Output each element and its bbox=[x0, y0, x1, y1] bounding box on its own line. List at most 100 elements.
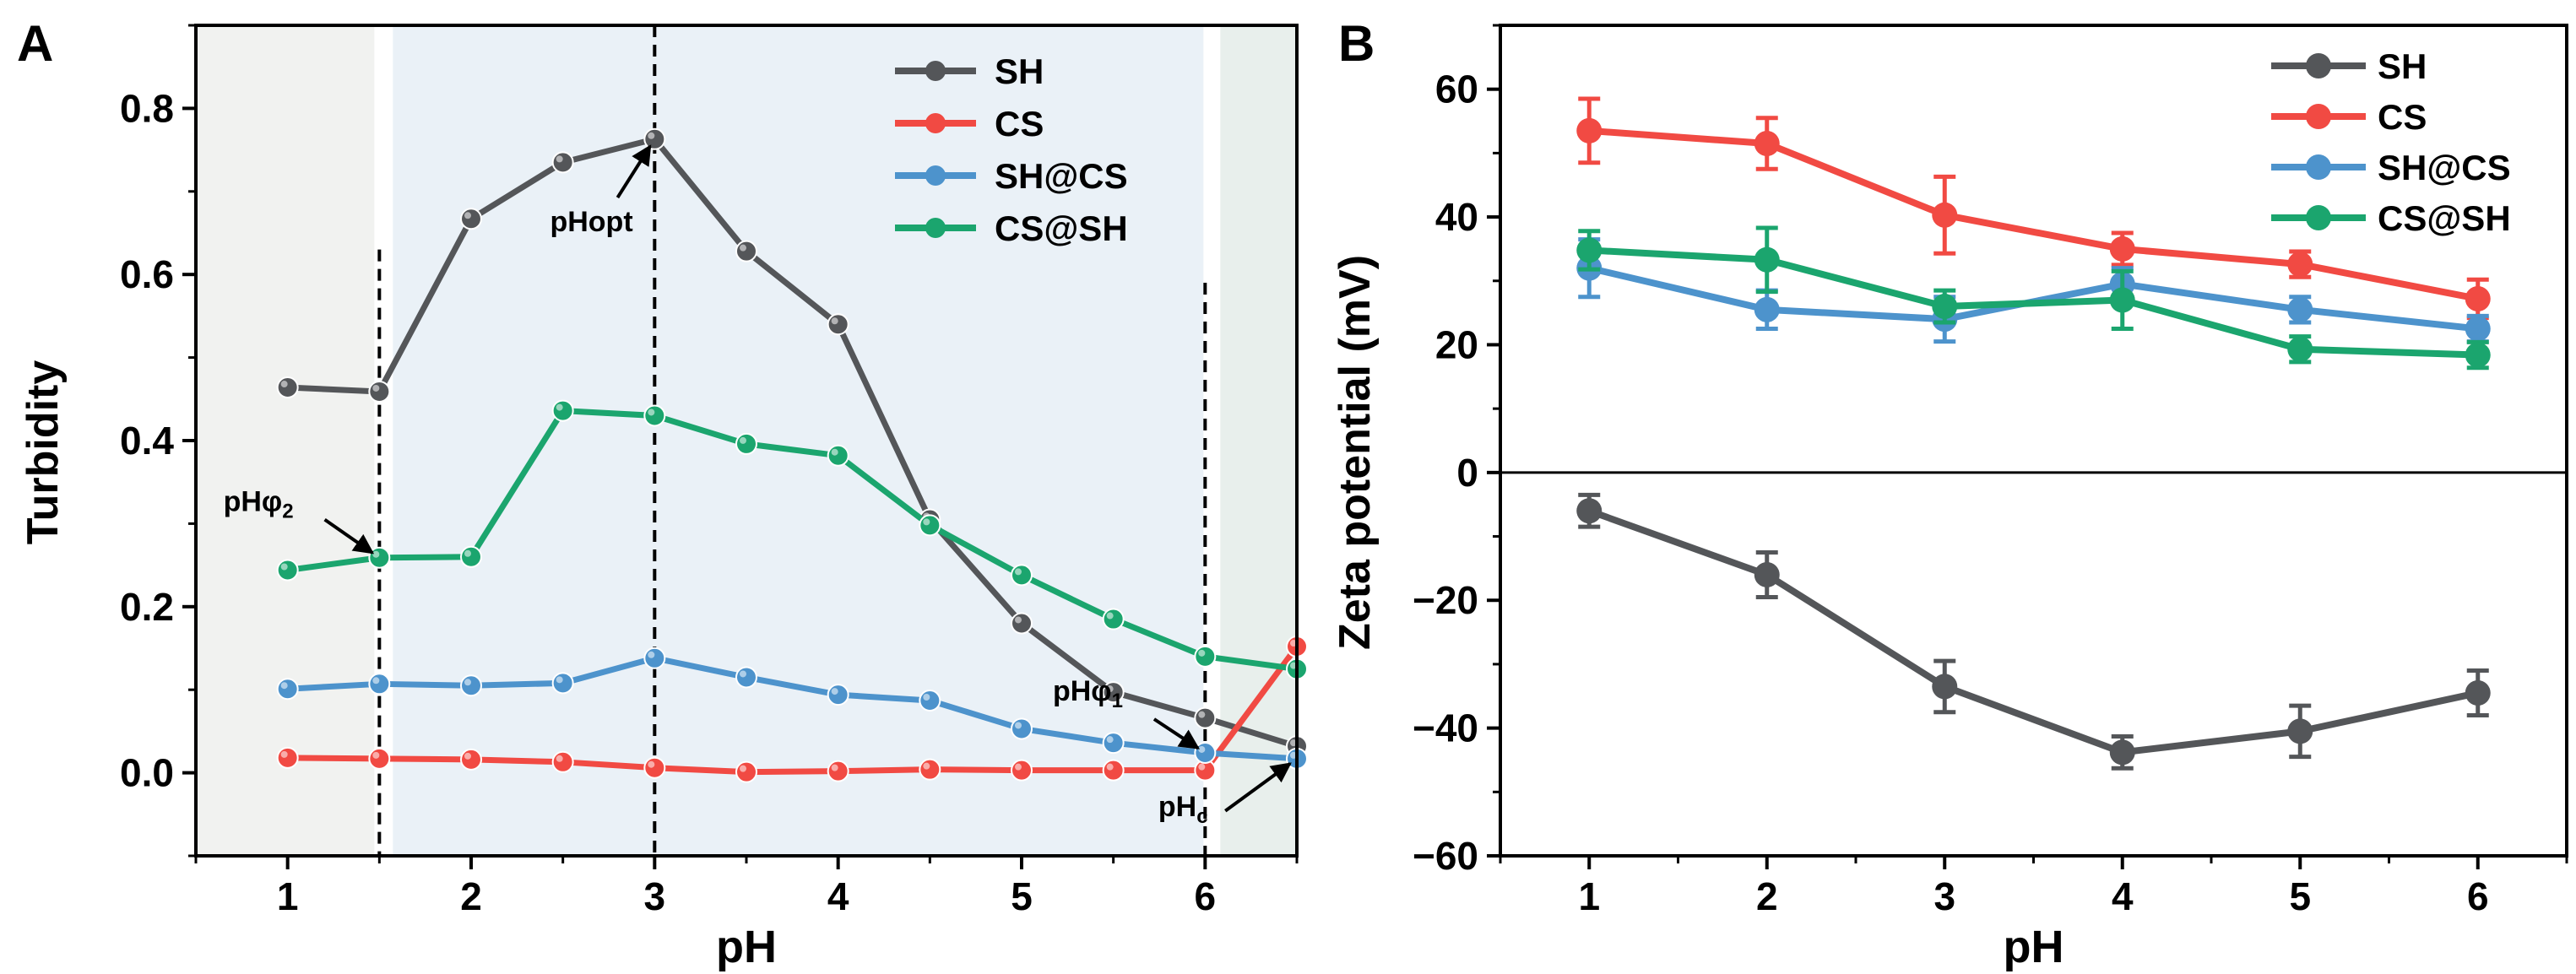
data-point-highlight bbox=[372, 384, 380, 392]
data-point-sh bbox=[2109, 739, 2135, 766]
data-point-sh-at-cs bbox=[735, 666, 757, 689]
data-point-highlight bbox=[1015, 568, 1022, 576]
y-axis-label: Turbidity bbox=[19, 360, 68, 545]
data-point-cs bbox=[1102, 759, 1125, 782]
series-line-cs-at-sh bbox=[1589, 246, 2478, 359]
data-point-highlight bbox=[740, 436, 746, 444]
data-point-sh bbox=[735, 240, 757, 262]
shaded-region-3 bbox=[1205, 25, 1297, 856]
data-point-highlight bbox=[1198, 711, 1206, 718]
legend: SH CS SH@CS CS@SH bbox=[895, 51, 1128, 248]
x-axis: 1 2 3 4 5 6 pH bbox=[1499, 856, 2568, 972]
data-point-sh bbox=[551, 151, 574, 174]
data-point-sh bbox=[1932, 674, 1958, 700]
data-point-highlight bbox=[1198, 745, 1206, 753]
data-point-cs bbox=[368, 747, 391, 770]
data-point-sh bbox=[643, 127, 666, 150]
data-point-highlight bbox=[831, 764, 838, 771]
series-sh-at-cs bbox=[276, 647, 1308, 770]
data-point-highlight bbox=[556, 155, 563, 163]
legend-label-sh: SH bbox=[2378, 46, 2427, 86]
data-point-sh bbox=[1576, 498, 1603, 524]
series-cs-at-sh bbox=[276, 399, 1308, 680]
data-point-highlight bbox=[556, 676, 563, 684]
data-point-highlight bbox=[923, 762, 930, 770]
y-tick-label: 0.6 bbox=[120, 252, 174, 296]
data-point-highlight bbox=[280, 750, 288, 758]
legend-label-cs: CS bbox=[995, 104, 1044, 143]
data-point-cs bbox=[919, 758, 941, 781]
panel-label: A bbox=[17, 15, 53, 72]
legend-marker-sh-at-cs bbox=[925, 165, 946, 186]
data-point-highlight bbox=[831, 317, 838, 325]
panel-b-zeta-potential-chart: 1 2 3 4 5 6 pH −60 −40 −20 0 20 40 60 Zeta potential (… bbox=[1331, 15, 2568, 972]
data-point-highlight bbox=[648, 409, 655, 416]
legend-label-cs-at-sh: CS@SH bbox=[2378, 198, 2511, 238]
x-axis-label: pH bbox=[2004, 922, 2064, 972]
data-point-sh-at-cs bbox=[276, 678, 299, 701]
data-point-cs-at-sh bbox=[1576, 237, 1603, 263]
x-tick-label: 1 bbox=[1578, 874, 1600, 918]
data-point-sh-at-cs bbox=[2287, 296, 2313, 322]
data-point-cs-at-sh bbox=[735, 432, 757, 455]
shaded-region-2 bbox=[379, 25, 1206, 856]
legend-label-sh-at-cs: SH@CS bbox=[995, 156, 1128, 196]
x-tick-label: 1 bbox=[277, 874, 299, 918]
data-point-highlight bbox=[464, 679, 471, 686]
data-point-highlight bbox=[1106, 736, 1114, 744]
y-tick-label: 40 bbox=[1435, 195, 1478, 239]
data-point-sh bbox=[2465, 679, 2491, 706]
x-tick-label: 5 bbox=[2289, 874, 2311, 918]
y-tick-label: −40 bbox=[1413, 706, 1478, 750]
data-point-highlight bbox=[740, 670, 746, 678]
data-point-highlight bbox=[923, 518, 930, 526]
data-point-sh bbox=[460, 208, 482, 230]
data-point-cs bbox=[643, 756, 666, 779]
data-point-cs-at-sh bbox=[2109, 287, 2135, 313]
data-point-highlight bbox=[1198, 649, 1206, 657]
y-tick-label: 20 bbox=[1435, 322, 1478, 366]
annotation-ph-1: pHφ1 bbox=[1053, 675, 1200, 750]
data-point-cs-at-sh bbox=[551, 399, 574, 422]
data-point-highlight bbox=[280, 682, 288, 690]
data-point-sh-at-cs bbox=[1194, 741, 1217, 764]
data-point-highlight bbox=[464, 752, 471, 760]
x-tick-label: 6 bbox=[2467, 874, 2489, 918]
data-point-highlight bbox=[280, 381, 288, 388]
data-point-cs-at-sh bbox=[2287, 336, 2313, 362]
data-point-cs bbox=[551, 750, 574, 773]
data-point-cs bbox=[460, 748, 482, 771]
x-tick-label: 3 bbox=[1933, 874, 1955, 918]
data-point-sh bbox=[276, 376, 299, 399]
data-point-highlight bbox=[556, 755, 563, 762]
panel-a-turbidity-chart: 1 2 3 4 5 6 pH 0.0 0.2 0.4 0.6 0.8 Turbidity A SH CS SH@… bbox=[17, 15, 1308, 972]
series-line-sh-at-cs bbox=[287, 655, 1298, 762]
data-point-highlight bbox=[1198, 763, 1206, 771]
data-point-cs-at-sh bbox=[827, 444, 849, 467]
data-point-cs bbox=[827, 760, 849, 782]
data-point-cs bbox=[1576, 117, 1603, 143]
x-tick-label: 5 bbox=[1011, 874, 1033, 918]
data-point-cs bbox=[276, 746, 299, 769]
data-point-sh-at-cs bbox=[1754, 296, 1780, 322]
data-point-highlight bbox=[1015, 616, 1022, 624]
annotation-label: pHc bbox=[1158, 791, 1208, 828]
series-line-cs bbox=[1588, 127, 2479, 302]
series-line-sh bbox=[1587, 507, 2479, 756]
legend-label-cs-at-sh: CS@SH bbox=[995, 208, 1128, 248]
series-line-sh bbox=[287, 136, 1299, 749]
annotation-arrow bbox=[323, 517, 375, 555]
data-point-highlight bbox=[372, 677, 380, 685]
data-point-cs bbox=[2109, 235, 2135, 262]
data-point-cs-at-sh bbox=[1102, 608, 1125, 630]
series-cs bbox=[1576, 96, 2491, 321]
panel-label: B bbox=[1338, 15, 1375, 72]
data-point-cs bbox=[735, 760, 757, 783]
x-tick-label: 4 bbox=[827, 874, 849, 918]
y-tick-label: 0 bbox=[1456, 451, 1478, 495]
x-tick-label: 2 bbox=[1756, 874, 1778, 918]
data-point-sh-at-cs bbox=[1102, 732, 1125, 755]
data-point-sh bbox=[1011, 612, 1033, 635]
data-point-cs bbox=[1932, 202, 1958, 228]
